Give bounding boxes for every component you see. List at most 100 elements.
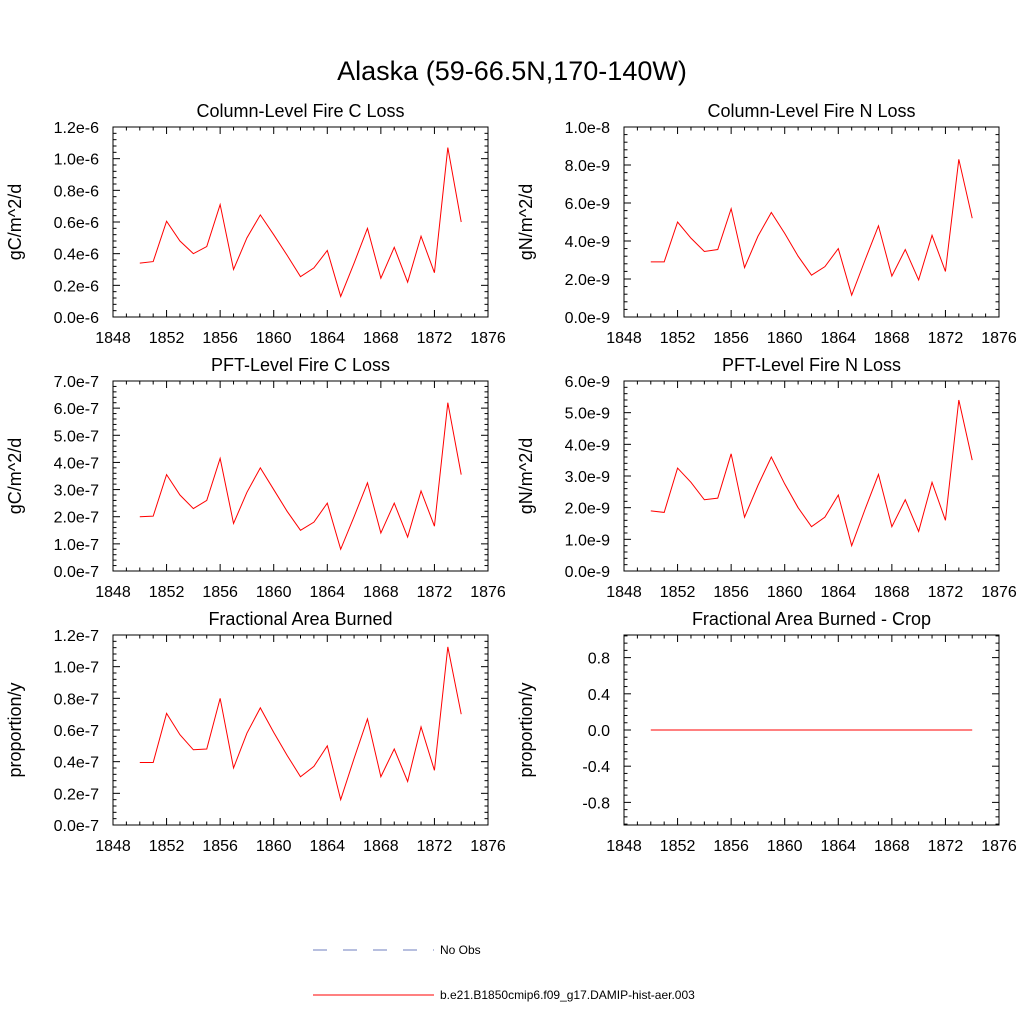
- y-tick-label: 6.0e-7: [54, 401, 99, 418]
- y-tick-label: 4.0e-9: [565, 437, 610, 454]
- y-tick-label: 0.0e-7: [54, 818, 99, 835]
- x-tick-label: 1876: [981, 584, 1017, 601]
- series-line-1: [650, 399, 973, 548]
- x-tick-label: 1864: [309, 330, 345, 347]
- x-tick-label: 1860: [767, 330, 803, 347]
- y-tick-label: 1.0e-8: [565, 120, 610, 137]
- x-tick-label: 1864: [820, 330, 856, 347]
- x-tick-label: 1868: [363, 584, 399, 601]
- panels-group: Column-Level Fire C Loss 1848 1852 1856 1860…: [5, 101, 1017, 855]
- y-tick-label: 1.0e-7: [54, 537, 99, 554]
- y-tick-label: 6.0e-9: [565, 374, 610, 391]
- panel-title: Column-Level Fire C Loss: [196, 101, 404, 121]
- x-tick-label: 1856: [202, 584, 238, 601]
- y-tick-label: 3.0e-9: [565, 469, 610, 486]
- x-tick-label: 1852: [149, 838, 185, 855]
- series-line-1: [139, 402, 462, 551]
- chart-panel-2: Column-Level Fire N Loss 1848 1852 1856 1860…: [516, 101, 1017, 347]
- legend-model-label: b.e21.B1850cmip6.f09_g17.DAMIP-hist-aer.…: [440, 988, 695, 1002]
- x-tick-label: 1852: [660, 584, 696, 601]
- x-tick-label: 1848: [606, 330, 642, 347]
- x-tick-label: 1876: [981, 838, 1017, 855]
- x-tick-label: 1852: [149, 584, 185, 601]
- series-line-1: [650, 159, 973, 297]
- y-axis-label: proportion/y: [516, 682, 536, 777]
- y-tick-label: 2.0e-9: [565, 501, 610, 518]
- plot-frame: [112, 634, 489, 826]
- x-tick-label: 1848: [606, 584, 642, 601]
- y-tick-label: 1.2e-6: [54, 120, 99, 137]
- y-tick-label: 5.0e-7: [54, 428, 99, 445]
- x-tick-label: 1856: [713, 838, 749, 855]
- y-tick-label: 4.0e-7: [54, 455, 99, 472]
- y-tick-label: 0.6e-7: [54, 723, 99, 740]
- y-tick-label: 0.0e-9: [565, 564, 610, 581]
- x-tick-label: 1876: [470, 330, 506, 347]
- x-tick-label: 1852: [660, 838, 696, 855]
- panel-title: PFT-Level Fire C Loss: [211, 355, 390, 375]
- x-tick-label: 1872: [928, 838, 964, 855]
- series-line-1: [139, 147, 462, 298]
- plot-frame: [112, 380, 489, 572]
- y-tick-label: 1.0e-9: [565, 532, 610, 549]
- x-tick-label: 1856: [202, 838, 238, 855]
- x-tick-label: 1864: [820, 584, 856, 601]
- x-tick-label: 1876: [470, 584, 506, 601]
- x-tick-label: 1856: [202, 330, 238, 347]
- x-tick-label: 1864: [309, 838, 345, 855]
- x-tick-label: 1868: [874, 584, 910, 601]
- y-axis-label: proportion/y: [5, 682, 25, 777]
- x-tick-label: 1876: [981, 330, 1017, 347]
- series-line-1: [139, 646, 462, 802]
- y-tick-label: 0.0e-7: [54, 564, 99, 581]
- x-tick-label: 1872: [417, 330, 453, 347]
- y-tick-label: 1.0e-7: [54, 660, 99, 677]
- x-tick-label: 1864: [309, 584, 345, 601]
- chart-panel-1: Column-Level Fire C Loss 1848 1852 1856 1860…: [5, 101, 506, 347]
- y-tick-label: 4.0e-9: [565, 234, 610, 251]
- y-tick-label: 3.0e-7: [54, 483, 99, 500]
- y-tick-label: 0.0: [588, 723, 610, 740]
- x-tick-label: 1868: [874, 330, 910, 347]
- x-tick-label: 1864: [820, 838, 856, 855]
- legend: No Obs b.e21.B1850cmip6.f09_g17.DAMIP-hi…: [313, 943, 695, 1002]
- x-tick-label: 1860: [767, 838, 803, 855]
- y-tick-label: 0.8e-6: [54, 183, 99, 200]
- plot-frame: [623, 126, 1000, 318]
- y-tick-label: 0.8e-7: [54, 691, 99, 708]
- x-tick-label: 1872: [417, 584, 453, 601]
- y-tick-label: 7.0e-7: [54, 374, 99, 391]
- x-tick-label: 1860: [256, 838, 292, 855]
- x-tick-label: 1876: [470, 838, 506, 855]
- y-axis-label: gN/m^2/d: [516, 438, 536, 514]
- x-tick-label: 1872: [928, 330, 964, 347]
- y-tick-label: 1.2e-7: [54, 628, 99, 645]
- x-tick-label: 1860: [256, 584, 292, 601]
- x-tick-label: 1856: [713, 330, 749, 347]
- x-tick-label: 1868: [363, 838, 399, 855]
- panel-title: PFT-Level Fire N Loss: [722, 355, 901, 375]
- y-tick-label: 0.4e-6: [54, 247, 99, 264]
- y-tick-label: 1.0e-6: [54, 152, 99, 169]
- x-tick-label: 1856: [713, 584, 749, 601]
- y-tick-label: 6.0e-9: [565, 196, 610, 213]
- y-tick-label: 0.8: [588, 651, 610, 668]
- x-tick-label: 1852: [660, 330, 696, 347]
- y-tick-label: 0.4: [588, 687, 610, 704]
- y-tick-label: 2.0e-9: [565, 272, 610, 289]
- plot-frame: [623, 380, 1000, 572]
- y-tick-label: 8.0e-9: [565, 158, 610, 175]
- chart-panel-6: Fractional Area Burned - Crop 1848 1852 185…: [516, 609, 1017, 855]
- x-tick-label: 1868: [874, 838, 910, 855]
- x-tick-label: 1848: [95, 584, 131, 601]
- y-tick-label: 0.2e-7: [54, 786, 99, 803]
- chart-panel-5: Fractional Area Burned 1848 1852 1856 1860 18…: [5, 609, 506, 855]
- y-tick-label: 0.6e-6: [54, 215, 99, 232]
- panel-title: Column-Level Fire N Loss: [707, 101, 915, 121]
- x-tick-label: 1848: [606, 838, 642, 855]
- legend-obs-label: No Obs: [440, 943, 481, 957]
- x-tick-label: 1860: [767, 584, 803, 601]
- y-tick-label: -0.8: [582, 795, 610, 812]
- y-axis-label: gN/m^2/d: [516, 184, 536, 260]
